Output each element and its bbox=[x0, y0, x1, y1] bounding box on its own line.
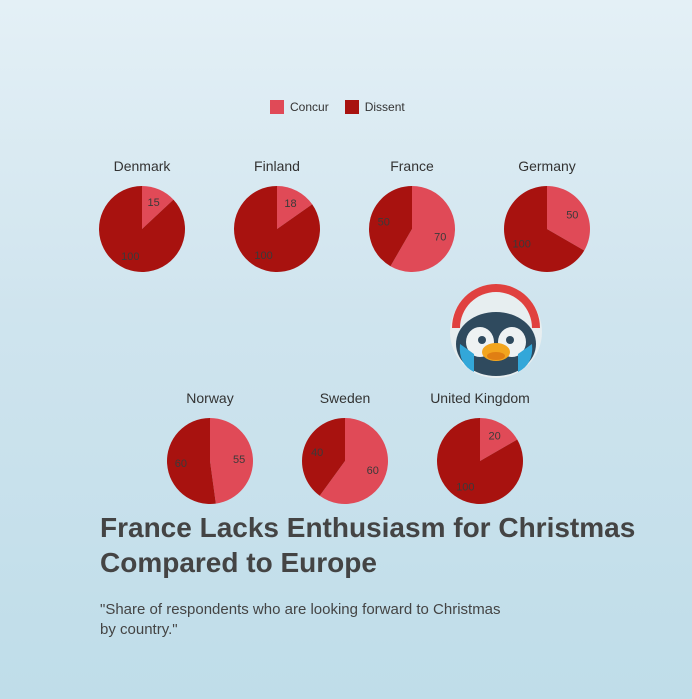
data-label-concur: 50 bbox=[566, 209, 578, 221]
pie-slice-dissent[interactable] bbox=[369, 186, 412, 267]
pie-title: Finland bbox=[254, 158, 300, 174]
pie-slice-concur[interactable] bbox=[480, 418, 518, 461]
pie-slice-dissent[interactable] bbox=[437, 418, 523, 504]
data-label-dissent: 100 bbox=[254, 250, 272, 262]
data-label-concur: 18 bbox=[284, 198, 296, 210]
pie-chart: 15 100 bbox=[99, 186, 185, 272]
data-label-concur: 70 bbox=[434, 232, 446, 244]
data-label-dissent: 100 bbox=[456, 481, 474, 493]
pie-slice-dissent[interactable] bbox=[234, 186, 320, 272]
pie-united-kingdom: United Kingdom 20 100 bbox=[415, 389, 545, 511]
penguin-icon bbox=[450, 284, 542, 378]
pie-slice-dissent[interactable] bbox=[167, 418, 216, 504]
pie-slice-concur[interactable] bbox=[390, 186, 456, 272]
pie-chart: 18 100 bbox=[234, 186, 320, 272]
chart-legend: Concur Dissent bbox=[270, 100, 405, 114]
pie-slice-concur[interactable] bbox=[319, 418, 388, 504]
pie-title: France bbox=[390, 158, 434, 174]
pie-title: Sweden bbox=[319, 390, 371, 406]
data-label-dissent: 40 bbox=[311, 447, 323, 459]
pie-norway: Norway 55 60 bbox=[145, 389, 275, 511]
chart-title: France Lacks Enthusiasm for Christmas Co… bbox=[100, 512, 636, 578]
pie-chart: 60 40 bbox=[302, 418, 388, 504]
pie-slice-concur[interactable] bbox=[210, 418, 254, 504]
data-label-dissent: 100 bbox=[121, 251, 139, 263]
legend-swatch-dissent bbox=[344, 100, 359, 114]
pie-title: United Kingdom bbox=[430, 390, 530, 406]
pie-denmark: Denmark 15 100 bbox=[77, 157, 207, 279]
pie-slice-concur[interactable] bbox=[142, 186, 174, 229]
pie-slice-concur[interactable] bbox=[547, 186, 590, 251]
legend-swatch-concur bbox=[270, 100, 284, 114]
pie-sweden: Sweden 60 40 bbox=[280, 389, 410, 511]
legend-label-dissent: Dissent bbox=[364, 100, 405, 114]
pie-chart: 55 60 bbox=[167, 418, 254, 504]
pie-chart: 70 50 bbox=[369, 186, 456, 272]
legend-label-concur: Concur bbox=[290, 100, 329, 114]
data-label-dissent: 60 bbox=[175, 458, 187, 470]
data-label-concur: 55 bbox=[233, 454, 245, 466]
legend-item-concur[interactable]: Concur bbox=[270, 100, 329, 114]
pie-chart: 20 100 bbox=[437, 418, 523, 504]
data-label-concur: 20 bbox=[488, 431, 500, 443]
legend-item-dissent[interactable]: Dissent bbox=[344, 100, 405, 114]
pie-slice-dissent[interactable] bbox=[302, 418, 345, 496]
data-label-concur: 15 bbox=[148, 197, 160, 209]
data-label-dissent: 50 bbox=[378, 216, 390, 228]
pie-slice-concur[interactable] bbox=[277, 186, 313, 229]
pie-france: France 70 50 bbox=[347, 157, 477, 279]
data-label-concur: 60 bbox=[367, 465, 379, 477]
chart-subtitle: "Share of respondents who are looking fo… bbox=[100, 601, 501, 638]
pie-slice-dissent[interactable] bbox=[504, 186, 585, 272]
pie-germany: Germany 50 100 bbox=[482, 157, 612, 279]
pie-title: Germany bbox=[518, 158, 576, 174]
pie-chart: 50 100 bbox=[504, 186, 590, 272]
pie-slice-dissent[interactable] bbox=[99, 186, 185, 272]
pie-finland: Finland 18 100 bbox=[212, 157, 342, 279]
pie-title: Denmark bbox=[113, 158, 171, 174]
pie-title: Norway bbox=[186, 390, 234, 406]
data-label-dissent: 100 bbox=[512, 239, 530, 251]
